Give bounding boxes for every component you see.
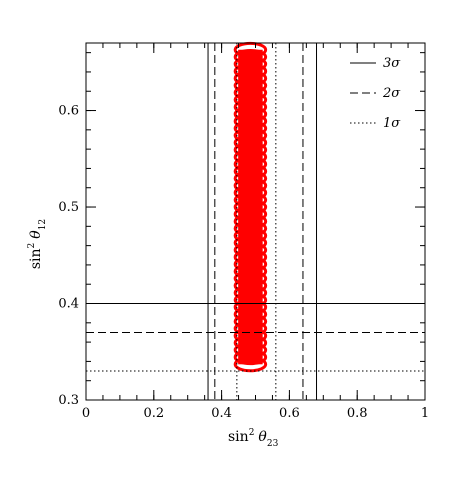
allowed-region <box>233 41 268 373</box>
y-tick-label: 0.3 <box>58 393 79 408</box>
y-tick-label: 0.6 <box>58 104 79 119</box>
y-tick-label: 0.4 <box>58 297 79 312</box>
y-axis-title-sub: 12 <box>38 219 48 230</box>
legend: 3σ 2σ 1σ <box>350 56 401 131</box>
y-tick-label: 0.5 <box>58 200 79 215</box>
legend-label-3sigma: 3σ <box>383 56 401 71</box>
x-axis-title-base: sin <box>228 429 249 445</box>
axis-ticks: 0 0.2 0.4 0.6 0.8 1 0.3 0.4 0.5 0.6 <box>58 43 429 421</box>
y-axis-title: sin2 θ12 <box>27 219 48 269</box>
x-axis-title-sup: 2 <box>249 428 255 438</box>
x-tick-label: 1 <box>421 406 429 421</box>
y-axis-title-sup: 2 <box>27 243 37 249</box>
x-tick-label: 0.2 <box>143 406 164 421</box>
x-axis-title-theta: θ <box>258 429 267 445</box>
x-tick-label: 0.6 <box>279 406 300 421</box>
legend-label-2sigma: 2σ <box>382 86 401 101</box>
legend-label-1sigma: 1σ <box>383 116 401 131</box>
sigma-bound-lines <box>86 43 425 400</box>
region-core <box>238 49 263 365</box>
x-tick-label: 0.8 <box>347 406 368 421</box>
x-tick-label: 0 <box>82 406 90 421</box>
x-tick-label: 0.4 <box>211 406 232 421</box>
x-axis-title: sin2 θ23 <box>228 428 279 449</box>
x-axis-title-sub: 23 <box>267 439 279 449</box>
y-axis-title-theta: θ <box>28 230 44 239</box>
y-axis-title-base: sin <box>28 248 44 269</box>
